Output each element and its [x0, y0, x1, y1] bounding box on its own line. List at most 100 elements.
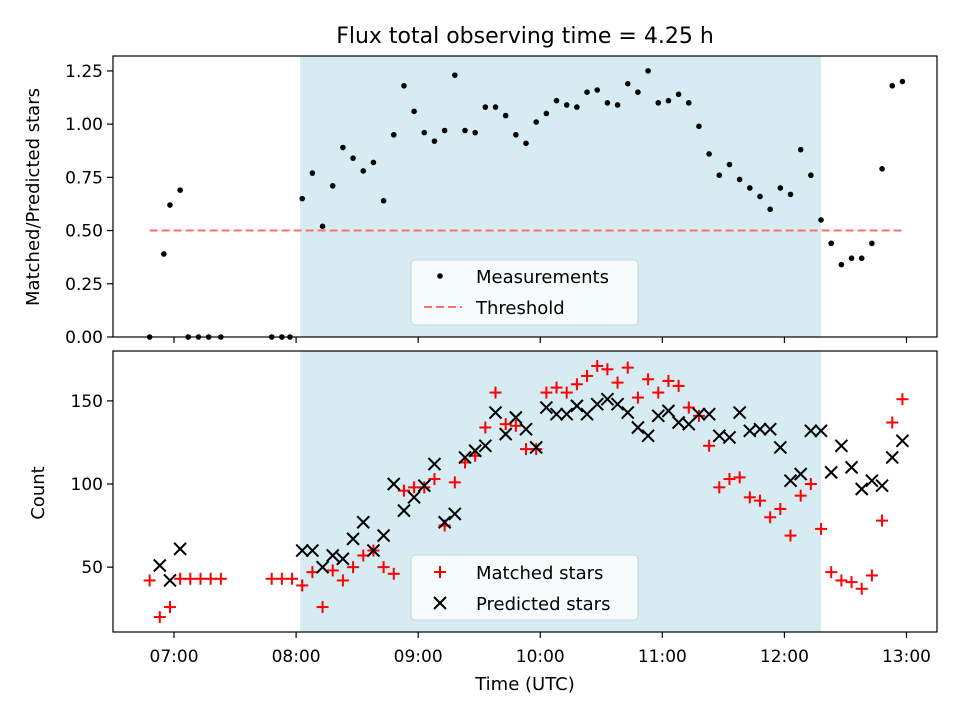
predicted-star-point: [610, 397, 625, 411]
measurement-point: [828, 240, 835, 247]
matched-star-point: [682, 401, 695, 414]
measurement-point: [869, 240, 875, 247]
predicted-star-point: [661, 404, 676, 418]
bottom-panel: 50 100 150 07:00 08:00 09:00 10:00 11:00 12:00 1…: [28, 350, 938, 695]
measurement-point: [614, 102, 621, 108]
predicted-star-point: [783, 473, 798, 488]
matched-star-point: [835, 574, 848, 587]
matched-star-point: [743, 491, 756, 504]
x-tick-label: 09:00: [394, 647, 443, 667]
bottom-legend-label-1: Matched stars: [476, 563, 603, 584]
matched-star-point: [703, 439, 716, 452]
matched-star-point: [397, 484, 410, 497]
y-tick-label: 0.50: [65, 222, 103, 242]
matched-star-point: [652, 386, 665, 399]
x-tick-label: 07:00: [150, 647, 199, 667]
measurement-point: [421, 129, 428, 136]
measurement-point: [563, 102, 570, 108]
x-tick-label: 13:00: [882, 647, 931, 667]
matched-star-point: [184, 572, 197, 585]
x-tick-label: 11:00: [638, 647, 687, 667]
predicted-star-point: [641, 429, 655, 443]
measurement-point: [808, 172, 814, 179]
predicted-star-point: [448, 507, 462, 521]
matched-star-point: [774, 502, 787, 515]
matched-star-point: [723, 473, 736, 486]
matched-star-point: [479, 421, 492, 434]
matched-star-point: [672, 379, 685, 392]
matched-star-point: [347, 561, 360, 574]
matched-star-point: [265, 572, 278, 585]
measurement-point: [299, 195, 306, 202]
measurement-point: [685, 100, 692, 106]
bottom-y-axis-label: Count: [28, 466, 49, 519]
matched-star-point: [784, 529, 797, 542]
matched-star-point: [692, 409, 705, 422]
measurement-point: [818, 217, 824, 223]
predicted-star-point: [417, 478, 431, 493]
predicted-star-point: [366, 543, 381, 558]
measurement-point: [513, 131, 519, 138]
top-legend: Measurements Threshold: [410, 259, 639, 326]
measurement-point: [757, 193, 763, 200]
measurement-point: [899, 78, 906, 85]
matched-star-point: [214, 572, 227, 585]
measurement-point: [889, 83, 896, 89]
measurement-point: [370, 159, 377, 166]
predicted-star-point: [875, 478, 889, 493]
predicted-star-point: [376, 528, 391, 543]
matched-star-point: [336, 574, 349, 587]
measurement-point: [472, 129, 478, 136]
matched-star-point: [520, 443, 533, 456]
measurement-point: [309, 170, 316, 176]
matched-star-point: [194, 572, 207, 585]
matched-star-point: [428, 473, 441, 486]
matched-star-point: [540, 386, 553, 399]
measurement-point: [706, 151, 712, 157]
matched-star-point: [550, 381, 563, 394]
measurement-point: [452, 72, 458, 78]
measurement-point: [675, 91, 682, 98]
matched-star-point: [855, 582, 868, 595]
predicted-star-point: [824, 465, 838, 480]
measurement-point: [380, 197, 387, 204]
bottom-legend-box: [410, 554, 639, 621]
matched-star-point: [418, 481, 431, 494]
measurement-point: [553, 97, 560, 104]
predicted-star-point: [814, 424, 828, 438]
bottom-y-ticks: 50 100 150: [71, 392, 113, 578]
predicted-star-point: [519, 422, 533, 436]
top-plot-frame: [112, 55, 938, 338]
predicted-star-point: [834, 439, 849, 453]
measurement-point: [696, 123, 702, 130]
predicted-star-point: [844, 460, 859, 475]
bottom-legend: Matched stars Predicted stars: [410, 554, 639, 621]
predicted-star-point: [885, 450, 899, 465]
measurement-point: [441, 127, 448, 134]
measurement-point: [350, 155, 356, 161]
measurement-point: [431, 138, 438, 144]
measurement-point: [574, 104, 580, 110]
matched-star-point: [662, 374, 675, 387]
predicted-star-point: [793, 467, 808, 481]
measurement-point: [858, 255, 865, 262]
predicted-star-point: [173, 542, 187, 556]
measurement-point: [411, 108, 417, 115]
matched-star-point: [296, 579, 309, 592]
predicted-star-point: [539, 400, 554, 415]
measurement-point: [665, 97, 672, 104]
y-tick-label: 0.00: [65, 328, 103, 348]
matched-star-point: [377, 561, 390, 574]
measurement-point: [329, 183, 336, 189]
matched-star-point: [865, 569, 878, 582]
predicted-star-point: [621, 405, 635, 420]
matched-star-point: [143, 574, 156, 587]
matched-star-point: [764, 511, 777, 524]
measurement-point: [879, 166, 885, 172]
matched-star-point: [509, 419, 522, 432]
matched-star-point: [621, 361, 634, 374]
measurement-point: [360, 168, 367, 174]
y-tick-label: 0.25: [65, 275, 103, 295]
matched-star-point: [316, 601, 329, 614]
predicted-star-point: [315, 560, 330, 574]
